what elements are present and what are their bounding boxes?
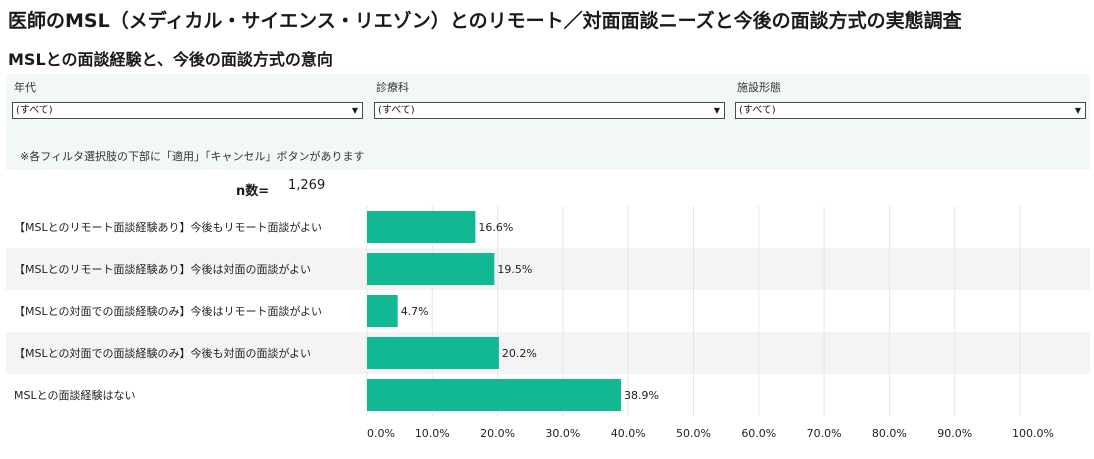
category-label: 【MSLとの対面での面談経験のみ】今後も対面の面談がよい [14, 346, 311, 360]
filter-age-value: (すべて) [16, 105, 53, 116]
bar [367, 253, 495, 285]
x-tick-label: 20.0% [480, 427, 515, 440]
category-label: 【MSLとのリモート面談経験あり】今後は対面の面談がよい [14, 262, 311, 276]
filter-facility: 施設形態 (すべて) ▼ [735, 80, 1086, 119]
filter-specialty: 診療科 (すべて) ▼ [374, 80, 725, 119]
data-label: 19.5% [497, 263, 532, 276]
data-label: 16.6% [478, 221, 513, 234]
filter-age-label: 年代 [14, 81, 36, 94]
page-title: 医師のMSL（メディカル・サイエンス・リエゾン）とのリモート／対面面談ニーズと今… [8, 10, 962, 32]
bar [367, 295, 398, 327]
filter-panel: 年代 (すべて) ▼ 診療科 (すべて) ▼ 施設形態 (すべて) ▼ ※各フィ… [6, 74, 1090, 170]
bar [367, 211, 476, 243]
row-band [6, 332, 1090, 374]
sample-size-value: 1,269 [288, 178, 326, 193]
chart-title: MSLとの面談経験と、今後の面談方式の意向 [8, 50, 333, 69]
category-label: MSLとの面談経験はない [14, 388, 136, 402]
x-tick-label: 50.0% [676, 427, 711, 440]
filter-specialty-value: (すべて) [378, 105, 415, 116]
category-label: 【MSLとの対面での面談経験のみ】今後はリモート面談がよい [14, 304, 322, 318]
data-label: 20.2% [502, 347, 537, 360]
filter-note: ※各フィルタ選択肢の下部に「適用」「キャンセル」ボタンがあります [20, 150, 365, 163]
filter-facility-select[interactable]: (すべて) ▼ [735, 102, 1086, 119]
bar [367, 337, 499, 369]
dropdown-arrow-icon: ▼ [1074, 106, 1081, 115]
filter-facility-label: 施設形態 [737, 81, 781, 94]
filter-specialty-label: 診療科 [376, 81, 409, 94]
filter-age-select[interactable]: (すべて) ▼ [12, 102, 363, 119]
row-band [6, 248, 1090, 290]
x-tick-label: 40.0% [611, 427, 646, 440]
x-tick-label: 80.0% [872, 427, 907, 440]
dropdown-arrow-icon: ▼ [351, 106, 358, 115]
data-label: 4.7% [401, 305, 429, 318]
x-tick-label: 60.0% [741, 427, 776, 440]
data-label: 38.9% [624, 389, 659, 402]
bar [367, 379, 622, 411]
x-tick-label: 0.0% [367, 427, 395, 440]
x-tick-label: 100.0% [1012, 427, 1054, 440]
sample-size-label: n数= [236, 184, 270, 199]
filter-specialty-select[interactable]: (すべて) ▼ [374, 102, 725, 119]
category-label: 【MSLとのリモート面談経験あり】今後もリモート面談がよい [14, 220, 322, 234]
x-tick-label: 10.0% [415, 427, 450, 440]
filter-facility-value: (すべて) [739, 105, 776, 116]
x-tick-label: 30.0% [545, 427, 580, 440]
x-tick-label: 70.0% [807, 427, 842, 440]
filter-age: 年代 (すべて) ▼ [12, 80, 363, 119]
x-tick-label: 90.0% [937, 427, 972, 440]
dropdown-arrow-icon: ▼ [713, 106, 720, 115]
